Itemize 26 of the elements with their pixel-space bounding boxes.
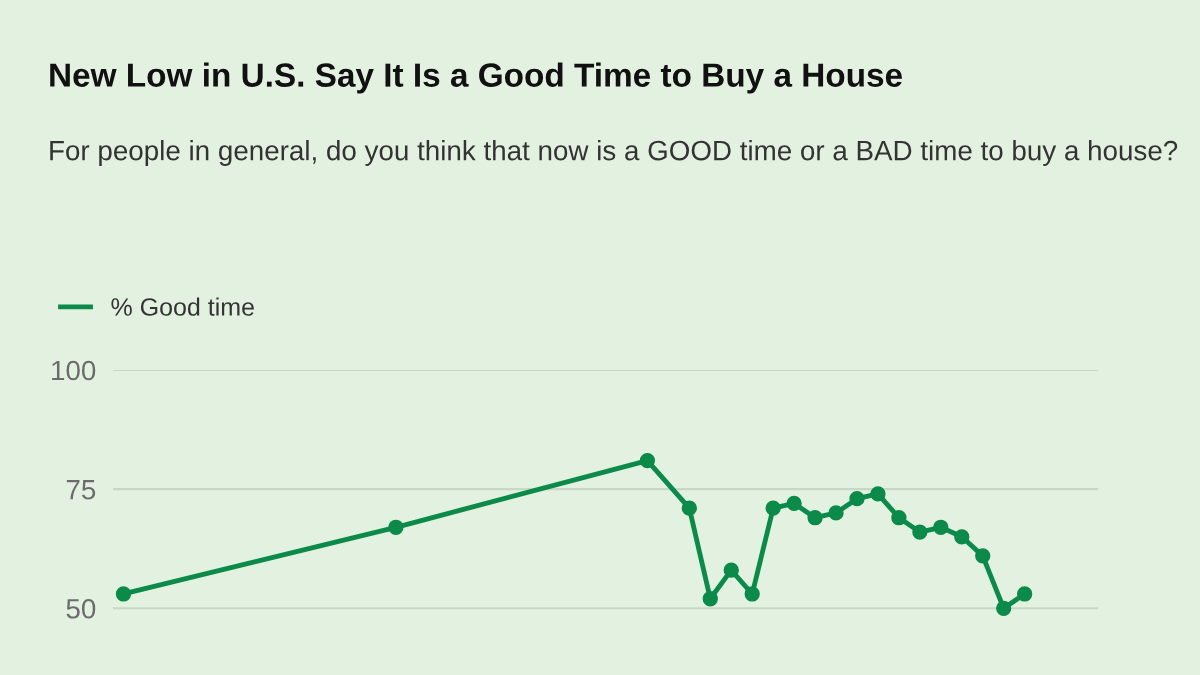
point xyxy=(765,500,781,516)
point xyxy=(388,519,404,535)
point xyxy=(870,486,886,502)
point xyxy=(1017,586,1033,602)
point xyxy=(115,586,132,602)
point xyxy=(807,510,823,526)
point xyxy=(723,562,739,578)
y-tick-label: 50 xyxy=(66,598,96,619)
y-tick-label: 75 xyxy=(66,480,96,500)
point xyxy=(912,524,928,540)
point xyxy=(702,591,718,607)
point xyxy=(891,510,907,526)
point xyxy=(996,600,1012,616)
point xyxy=(933,519,949,535)
point xyxy=(639,452,656,469)
chart-subtitle: For people in general, do you think that now is a GOOD time or a BAD time to buy a house? xyxy=(50,140,1178,166)
point xyxy=(975,548,991,564)
chart-title: New Low in U.S. Say It Is a Good Time to Buy a House xyxy=(50,62,902,94)
point xyxy=(681,500,697,516)
point xyxy=(786,495,802,512)
point xyxy=(954,529,970,545)
point xyxy=(744,586,760,602)
y-tick-label: 100 xyxy=(52,360,96,381)
point xyxy=(849,491,865,507)
point xyxy=(828,505,844,521)
legend-label: % Good time xyxy=(111,297,254,316)
